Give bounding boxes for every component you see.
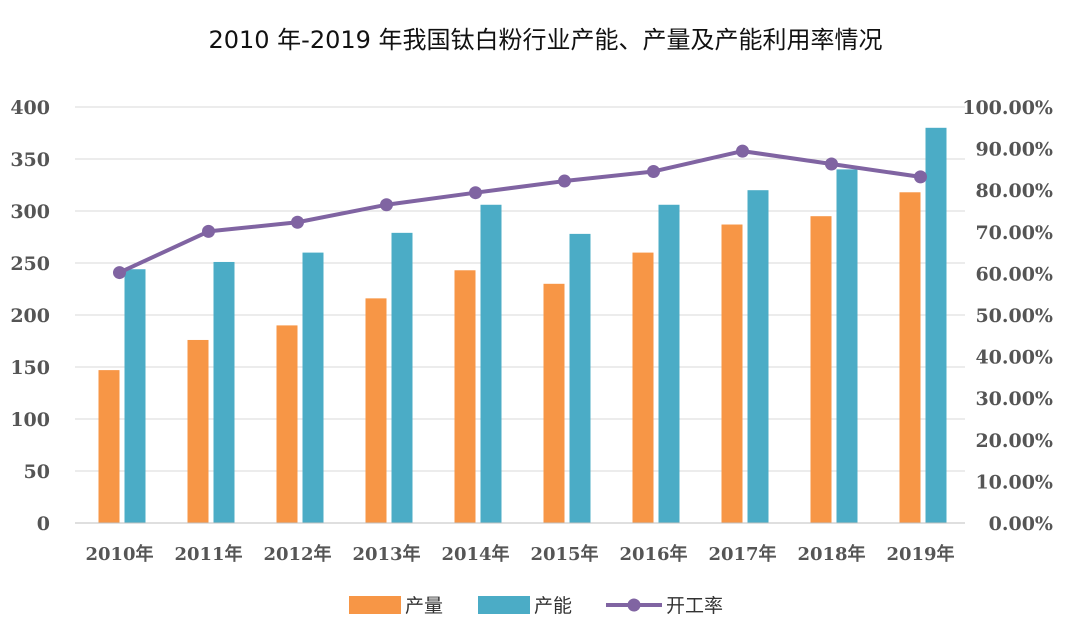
- y-tick-right: 30.00%: [975, 388, 1053, 410]
- line-series: [113, 144, 927, 280]
- y-tick-right: 80.00%: [975, 180, 1053, 202]
- x-tick-label: 2014年: [441, 543, 509, 565]
- left-axis: 0 50 100 150 200 250 300 350 400: [10, 97, 50, 535]
- x-tick-label: 2017年: [708, 543, 776, 565]
- bar-capacity: [302, 252, 324, 523]
- y-tick-left: 400: [10, 97, 50, 119]
- chart-title: 2010 年-2019 年我国钛白粉行业产能、产量及产能利用率情况: [208, 26, 883, 54]
- bar-capacity: [747, 190, 769, 523]
- y-tick-right: 10.00%: [975, 471, 1053, 493]
- legend-swatch-capacity: [478, 596, 530, 614]
- utilization-point: [469, 186, 482, 200]
- legend: 产量 产能 开工率: [349, 595, 723, 617]
- utilization-point: [291, 215, 304, 229]
- legend-label-utilization: 开工率: [666, 595, 723, 617]
- legend-label-capacity: 产能: [534, 595, 572, 617]
- y-tick-right: 60.00%: [975, 263, 1053, 285]
- utilization-point: [202, 224, 215, 238]
- y-tick-left: 0: [37, 513, 50, 535]
- x-tick-label: 2012年: [263, 543, 331, 565]
- bar-output: [454, 270, 476, 523]
- y-tick-right: 100.00%: [962, 97, 1053, 119]
- bar-output: [276, 325, 298, 523]
- utilization-point: [380, 198, 393, 212]
- y-tick-left: 200: [10, 305, 50, 327]
- x-tick-label: 2010年: [85, 543, 153, 565]
- y-tick-right: 20.00%: [975, 430, 1053, 452]
- x-tick-label: 2015年: [530, 543, 598, 565]
- bar-capacity: [213, 261, 235, 523]
- x-tick-label: 2016年: [619, 543, 687, 565]
- bar-output: [543, 283, 565, 523]
- bar-capacity: [480, 204, 502, 523]
- bar-series: [98, 127, 947, 524]
- utilization-point: [113, 266, 126, 280]
- bar-output: [187, 339, 209, 523]
- bar-output: [721, 224, 743, 523]
- legend-label-output: 产量: [405, 595, 443, 617]
- bar-output: [365, 298, 387, 523]
- x-axis: 2010年 2011年 2012年 2013年 2014年 2015年 2016年 2017年…: [75, 522, 965, 565]
- y-tick-right: 90.00%: [975, 139, 1053, 161]
- utilization-point: [914, 170, 927, 184]
- bar-capacity: [658, 204, 680, 523]
- utilization-line: [118, 149, 921, 275]
- bar-capacity: [836, 169, 858, 523]
- right-axis: 0.00% 10.00% 20.00% 30.00% 40.00% 50.00% 60.00…: [962, 97, 1053, 535]
- bar-capacity: [391, 232, 413, 523]
- y-tick-right: 0.00%: [989, 513, 1053, 535]
- bar-output: [98, 370, 120, 523]
- legend-marker-utilization: [627, 598, 641, 612]
- bar-capacity: [124, 269, 146, 523]
- y-tick-right: 40.00%: [975, 347, 1053, 369]
- utilization-point: [558, 174, 571, 188]
- utilization-point: [825, 157, 838, 171]
- bar-output: [899, 192, 921, 523]
- legend-swatch-output: [349, 596, 401, 614]
- bar-capacity: [569, 233, 591, 523]
- y-tick-left: 350: [10, 149, 50, 171]
- bar-output: [632, 252, 654, 523]
- bar-output: [810, 216, 832, 523]
- utilization-point: [736, 144, 749, 158]
- y-tick-right: 50.00%: [975, 305, 1053, 327]
- x-tick-label: 2011年: [174, 543, 242, 565]
- y-tick-left: 300: [10, 201, 50, 223]
- x-tick-label: 2013年: [352, 543, 420, 565]
- y-tick-right: 70.00%: [975, 222, 1053, 244]
- y-tick-left: 150: [10, 357, 50, 379]
- x-tick-label: 2019年: [886, 543, 954, 565]
- bar-capacity: [925, 127, 947, 524]
- y-tick-left: 100: [10, 409, 50, 431]
- x-tick-label: 2018年: [797, 543, 865, 565]
- utilization-point: [647, 164, 660, 178]
- y-tick-left: 50: [24, 461, 50, 483]
- y-tick-left: 250: [10, 253, 50, 275]
